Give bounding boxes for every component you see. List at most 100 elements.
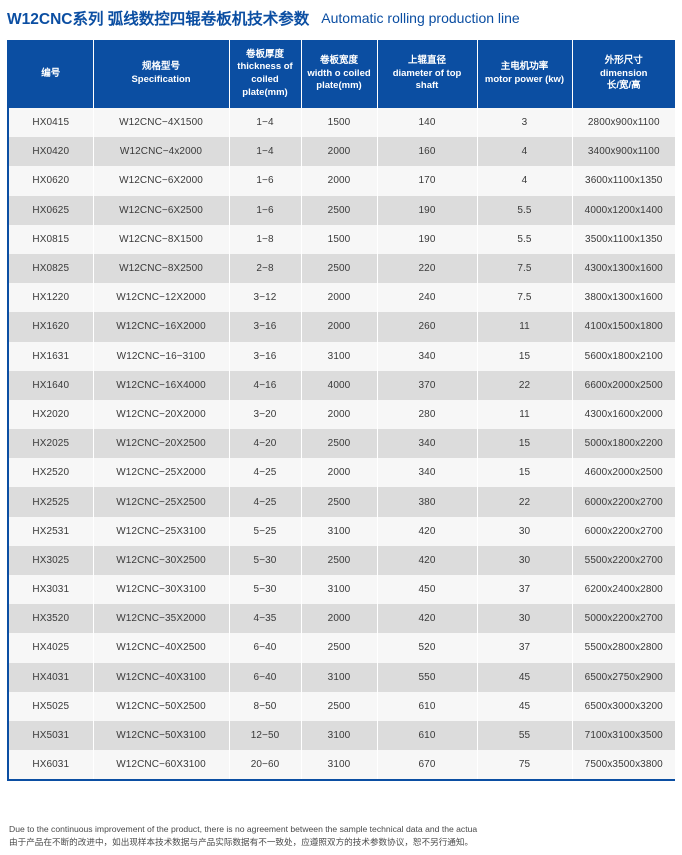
- disclaimer-note: Due to the continuous improvement of the…: [9, 823, 673, 850]
- cell-thk: 1−8: [229, 224, 302, 254]
- cell-wid: 2500: [301, 487, 378, 517]
- column-header-motor-power-en: motor power (kw): [484, 74, 565, 85]
- header-row: 编号 规格型号 Specification 卷板厚度 thickness of …: [9, 40, 675, 108]
- cell-dia: 340: [377, 429, 478, 459]
- cell-dim: 2800x900x1100: [572, 108, 675, 138]
- table-row: HX1640 W12CNC−16X4000 4−16 4000 370 22 6600x20…: [9, 370, 675, 400]
- cell-code: HX4031: [9, 662, 94, 692]
- cell-pwr: 3: [477, 108, 573, 138]
- cell-thk: 5−25: [229, 516, 302, 546]
- cell-thk: 1−4: [229, 108, 302, 138]
- column-header-top-shaft-diameter: 上辊直径 diameter of top shaft: [377, 40, 478, 108]
- cell-pwr: 30: [477, 604, 573, 634]
- cell-spec: W12CNC−20X2000: [93, 399, 230, 430]
- column-header-thickness-en: thickness of coiled plate(mm): [237, 61, 293, 98]
- cell-code: HX2025: [9, 429, 94, 459]
- column-header-top-shaft-diameter-en: diameter of top shaft: [392, 67, 462, 92]
- cell-pwr: 5.5: [477, 195, 573, 225]
- table-row: HX2020 W12CNC−20X2000 3−20 2000 280 11 4300x16…: [9, 399, 675, 430]
- cell-wid: 3100: [301, 341, 378, 371]
- cell-thk: 5−30: [229, 545, 302, 575]
- cell-spec: W12CNC−6X2500: [93, 195, 230, 225]
- cell-dia: 420: [377, 604, 478, 634]
- cell-spec: W12CNC−4x2000: [93, 137, 230, 167]
- cell-dia: 260: [377, 312, 478, 342]
- cell-thk: 8−50: [229, 691, 302, 721]
- cell-spec: W12CNC−25X3100: [93, 516, 230, 546]
- cell-thk: 3−16: [229, 312, 302, 342]
- cell-dim: 4100x1500x1800: [572, 312, 675, 342]
- cell-code: HX0415: [9, 108, 94, 138]
- spec-table-container: 编号 规格型号 Specification 卷板厚度 thickness of …: [7, 40, 675, 782]
- cell-pwr: 4: [477, 166, 573, 196]
- cell-code: HX1631: [9, 341, 94, 371]
- table-row: HX0420 W12CNC−4x2000 1−4 2000 160 4 3400x900x1…: [9, 137, 675, 167]
- cell-spec: W12CNC−8X1500: [93, 224, 230, 254]
- cell-spec: W12CNC−30X3100: [93, 575, 230, 605]
- cell-thk: 2−8: [229, 253, 302, 284]
- cell-wid: 2500: [301, 253, 378, 284]
- cell-code: HX0620: [9, 166, 94, 196]
- cell-dim: 4300x1300x1600: [572, 253, 675, 284]
- cell-dim: 5000x1800x2200: [572, 429, 675, 459]
- table-row: HX0415 W12CNC−4X1500 1−4 1500 140 3 2800x900x1…: [9, 108, 675, 138]
- cell-spec: W12CNC−25X2000: [93, 458, 230, 488]
- cell-dia: 550: [377, 662, 478, 692]
- cell-wid: 3100: [301, 516, 378, 546]
- cell-code: HX2520: [9, 458, 94, 488]
- cell-dia: 190: [377, 195, 478, 225]
- cell-pwr: 45: [477, 662, 573, 692]
- cell-code: HX3520: [9, 604, 94, 634]
- cell-dia: 610: [377, 691, 478, 721]
- cell-thk: 6−40: [229, 633, 302, 663]
- cell-thk: 20−60: [229, 750, 302, 780]
- cell-dia: 340: [377, 458, 478, 488]
- cell-spec: W12CNC−16X4000: [93, 370, 230, 400]
- cell-pwr: 30: [477, 516, 573, 546]
- cell-dim: 7500x3500x3800: [572, 750, 675, 780]
- cell-pwr: 7.5: [477, 253, 573, 284]
- table-row: HX5025 W12CNC−50X2500 8−50 2500 610 45 6500x30…: [9, 691, 675, 721]
- cell-wid: 2500: [301, 429, 378, 459]
- column-header-dimension-sub: 长/宽/高: [606, 80, 641, 92]
- cell-spec: W12CNC−4X1500: [93, 108, 230, 138]
- cell-dia: 370: [377, 370, 478, 400]
- column-header-thickness-cn: 卷板厚度: [245, 48, 284, 60]
- cell-wid: 3100: [301, 662, 378, 692]
- table-row: HX0815 W12CNC−8X1500 1−8 1500 190 5.5 3500x110…: [9, 224, 675, 254]
- cell-wid: 1500: [301, 108, 378, 138]
- column-header-specification: 规格型号 Specification: [93, 40, 230, 108]
- cell-code: HX2525: [9, 487, 94, 517]
- column-header-motor-power-cn: 主电机功率: [500, 61, 549, 73]
- table-row: HX1631 W12CNC−16−3100 3−16 3100 340 15 5600x18…: [9, 341, 675, 371]
- cell-thk: 4−25: [229, 487, 302, 517]
- spec-table-body: HX0415 W12CNC−4X1500 1−4 1500 140 3 2800x900x1…: [9, 108, 675, 780]
- column-header-width-cn: 卷板宽度: [319, 55, 358, 67]
- cell-thk: 1−6: [229, 166, 302, 196]
- table-row: HX4031 W12CNC−40X3100 6−40 3100 550 45 6500x27…: [9, 662, 675, 692]
- table-row: HX1220 W12CNC−12X2000 3−12 2000 240 7.5 3800x1…: [9, 283, 675, 313]
- cell-code: HX0625: [9, 195, 94, 225]
- disclaimer-line-en: Due to the continuous improvement of the…: [9, 824, 478, 834]
- cell-pwr: 37: [477, 633, 573, 663]
- cell-dia: 170: [377, 166, 478, 196]
- cell-pwr: 11: [477, 399, 573, 430]
- column-header-motor-power: 主电机功率 motor power (kw): [477, 40, 573, 108]
- cell-pwr: 30: [477, 545, 573, 575]
- cell-dim: 6000x2200x2700: [572, 516, 675, 546]
- cell-wid: 3100: [301, 750, 378, 780]
- cell-thk: 3−16: [229, 341, 302, 371]
- cell-code: HX0815: [9, 224, 94, 254]
- cell-spec: W12CNC−50X3100: [93, 720, 230, 751]
- page-title-en: Automatic rolling production line: [321, 10, 520, 26]
- cell-thk: 4−20: [229, 429, 302, 459]
- cell-thk: 1−4: [229, 137, 302, 167]
- cell-spec: W12CNC−25X2500: [93, 487, 230, 517]
- column-header-width-en: width o coiled plate(mm): [307, 67, 371, 92]
- cell-dia: 420: [377, 545, 478, 575]
- cell-pwr: 55: [477, 720, 573, 751]
- table-row: HX2531 W12CNC−25X3100 5−25 3100 420 30 6000x22…: [9, 516, 675, 546]
- cell-pwr: 7.5: [477, 283, 573, 313]
- cell-dia: 670: [377, 750, 478, 780]
- cell-pwr: 15: [477, 341, 573, 371]
